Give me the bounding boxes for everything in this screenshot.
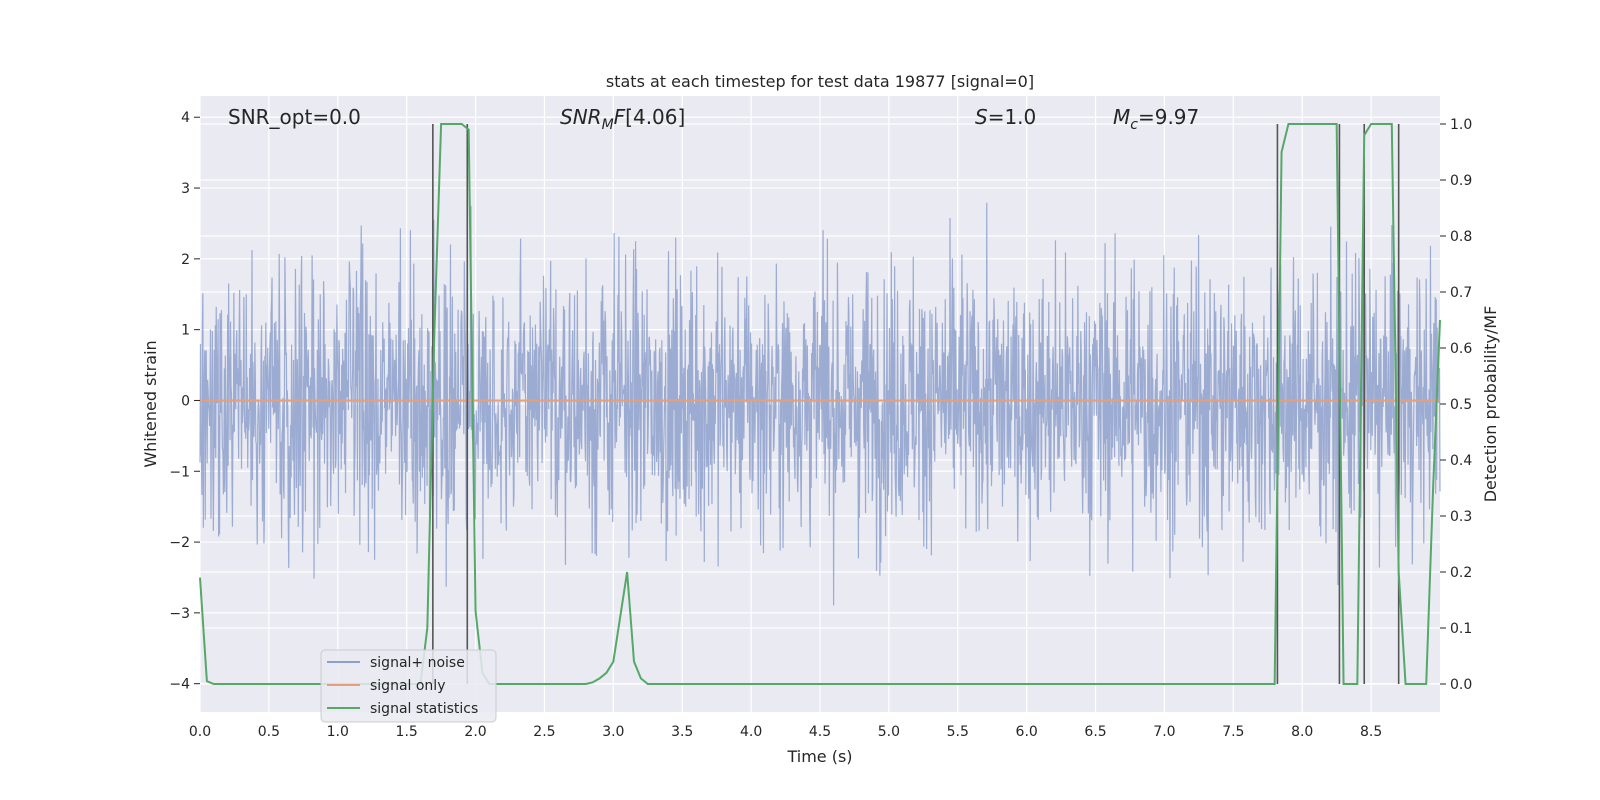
- right-y-axis-label: Detection probability/MF: [1481, 306, 1500, 503]
- x-tick-label: 7.0: [1153, 724, 1175, 740]
- y-left-tick-label: 1: [181, 323, 190, 339]
- x-tick-label: 4.0: [740, 724, 762, 740]
- y-right-tick-label: 0.2: [1450, 565, 1472, 581]
- annotation-snr-opt: SNR_opt=0.0: [228, 105, 361, 129]
- x-tick-label: 0.0: [189, 724, 211, 740]
- y-left-tick-label: −3: [169, 606, 190, 622]
- y-right-tick-label: 0.0: [1450, 677, 1472, 693]
- x-tick-label: 5.5: [947, 724, 969, 740]
- annotation-snr-mf-value: [4.06]: [625, 105, 685, 129]
- y-left-tick-label: −2: [169, 535, 190, 551]
- y-right-tick-label: 0.5: [1450, 397, 1472, 413]
- x-tick-label: 8.5: [1360, 724, 1382, 740]
- x-tick-label: 2.5: [533, 724, 555, 740]
- y-left-tick-label: 3: [181, 181, 190, 197]
- y-right-tick-label: 0.3: [1450, 509, 1472, 525]
- x-tick-label: 6.0: [1016, 724, 1038, 740]
- signal-noise-line: [199, 202, 1441, 606]
- y-left-tick-label: 4: [181, 110, 190, 126]
- y-left-tick-label: −1: [169, 464, 190, 480]
- y-right-tick-label: 0.7: [1450, 285, 1472, 301]
- signal-statistics-series: [199, 123, 1441, 685]
- legend-label-signal-statistics: signal statistics: [370, 701, 478, 717]
- legend-box: [320, 649, 497, 723]
- x-tick-label: 3.5: [671, 724, 693, 740]
- left-y-axis-ticks: 4 3 2 1 0 −1 −2 −3 −4: [169, 110, 200, 693]
- annotation-s: S=1.0: [975, 105, 1036, 129]
- x-tick-label: 1.5: [396, 724, 418, 740]
- right-y-axis-ticks: 1.0 0.9 0.8 0.7 0.6 0.5 0.4 0.3 0.2 0.1 0.0: [1440, 117, 1472, 693]
- x-tick-label: 8.0: [1291, 724, 1313, 740]
- legend-label-signal-noise: signal+ noise: [370, 655, 465, 671]
- y-right-tick-label: 1.0: [1450, 117, 1472, 133]
- x-tick-label: 7.5: [1222, 724, 1244, 740]
- signal-statistics-line: [199, 123, 1441, 685]
- y-right-tick-label: 0.4: [1450, 453, 1472, 469]
- x-tick-label: 5.0: [878, 724, 900, 740]
- x-axis-label: Time (s): [786, 747, 852, 766]
- x-tick-label: 2.0: [464, 724, 486, 740]
- x-tick-label: 0.5: [258, 724, 280, 740]
- chart-title: stats at each timestep for test data 198…: [606, 72, 1034, 91]
- annotation-mc-value: =9.97: [1138, 105, 1199, 129]
- y-right-tick-label: 0.8: [1450, 229, 1472, 245]
- x-tick-label: 3.0: [602, 724, 624, 740]
- signal-noise-series: [199, 202, 1441, 606]
- annotation-mc: Mc=9.97: [1113, 105, 1199, 133]
- x-tick-label: 4.5: [809, 724, 831, 740]
- x-axis-ticks: 0.0 0.5 1.0 1.5 2.0 2.5 3.0 3.5 4.0 4.5 5.0 5.5 6.0 6…: [189, 724, 1382, 740]
- left-y-axis-label: Whitened strain: [141, 340, 160, 467]
- y-left-tick-label: 0: [181, 393, 190, 409]
- x-tick-label: 1.0: [327, 724, 349, 740]
- annotation-s-value: =1.0: [988, 105, 1037, 129]
- y-right-tick-label: 0.1: [1450, 621, 1472, 637]
- x-tick-label: 6.5: [1084, 724, 1106, 740]
- y-right-tick-label: 0.9: [1450, 173, 1472, 189]
- legend-label-signal-only: signal only: [370, 678, 445, 694]
- y-left-tick-label: −4: [169, 677, 190, 693]
- legend: signal+ noise signal only signal statist…: [320, 649, 497, 723]
- y-left-tick-label: 2: [181, 252, 190, 268]
- y-right-tick-label: 0.6: [1450, 341, 1472, 357]
- annotation-snr-mf: SNRMF[4.06]: [560, 105, 685, 133]
